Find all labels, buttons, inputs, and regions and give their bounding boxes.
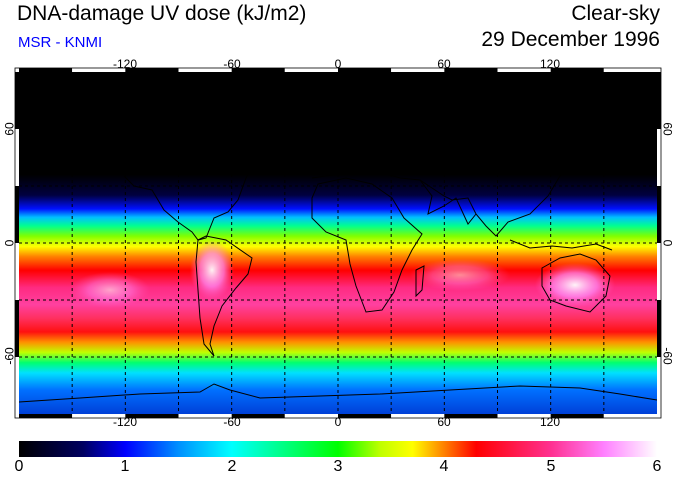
lon-tick-bottom: -120 (112, 415, 138, 429)
date-label: 29 December 1996 (481, 28, 660, 51)
colorbar-label: 4 (439, 458, 449, 475)
lat-tick-right: 60 (660, 122, 675, 136)
lon-tick-top: 120 (539, 57, 561, 71)
lat-tick-left: 60 (2, 122, 17, 136)
lat-tick-right: -60 (660, 347, 675, 365)
colorbar-label: 6 (652, 458, 662, 475)
lon-tick-top: 0 (334, 57, 342, 71)
hotspot-indian-ocean (410, 259, 510, 291)
lon-tick-bottom: 120 (539, 415, 561, 429)
colorbar (19, 441, 657, 457)
sky-condition-label: Clear-sky (571, 2, 660, 25)
parallels (19, 128, 657, 358)
coastline-south-america (195, 235, 253, 357)
hotspot-east-pacific (70, 272, 150, 308)
frame-outline (14, 67, 662, 419)
graticule (19, 72, 657, 414)
lon-tick-bottom: 60 (437, 415, 451, 429)
lon-tick-bottom: -60 (223, 415, 241, 429)
lon-tick-top: -60 (223, 57, 241, 71)
colorbar-label: 5 (546, 458, 556, 475)
coastline-madagascar (415, 265, 425, 298)
hotspot-south-america (190, 240, 234, 300)
map-frame (14, 67, 662, 419)
coastline-africa (311, 177, 423, 313)
dose-hotspots (70, 240, 615, 308)
coastline-eurasia (311, 159, 581, 237)
lat-tick-left: 0 (2, 239, 17, 247)
map-title: DNA-damage UV dose (kJ/m2) (17, 2, 307, 25)
coastline-maritime-asia (509, 239, 613, 251)
lon-tick-top: -120 (112, 57, 138, 71)
lat-tick-left: -60 (2, 347, 17, 365)
coastline-australia (541, 253, 611, 313)
hotspot-australia (535, 263, 615, 307)
colorbar-label: 3 (333, 458, 343, 475)
lon-tick-top: 60 (437, 57, 451, 71)
source-label: MSR - KNMI (18, 34, 103, 51)
colorbar-label: 2 (227, 458, 237, 475)
colorbar-label: 1 (120, 458, 130, 475)
colorbar-label: 0 (14, 458, 24, 475)
lat-tick-right: 0 (660, 239, 675, 247)
lon-tick-bottom: 0 (334, 415, 342, 429)
coastline-antarctica (19, 383, 657, 403)
